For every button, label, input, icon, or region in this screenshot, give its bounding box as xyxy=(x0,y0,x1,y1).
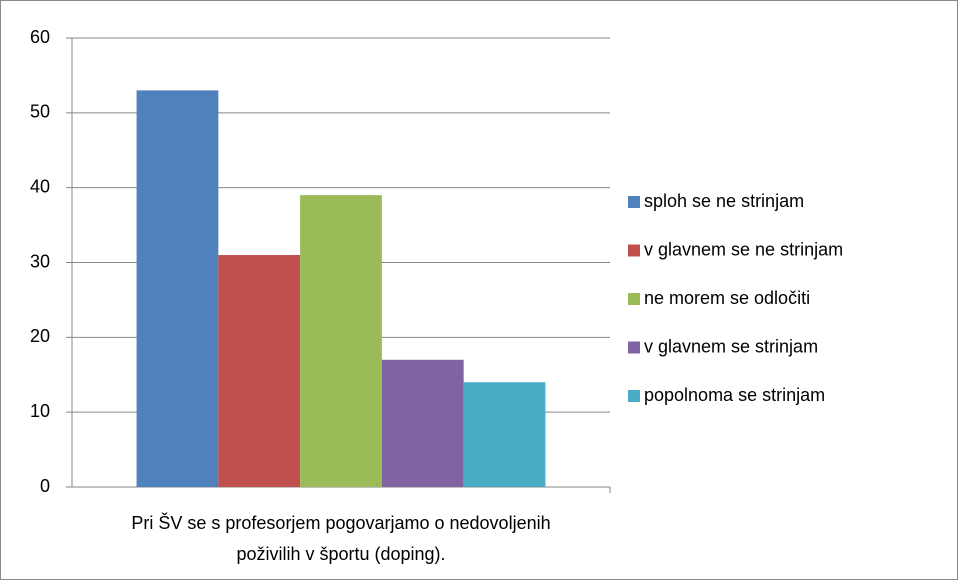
legend-label: sploh se ne strinjam xyxy=(644,191,804,211)
y-tick-label: 60 xyxy=(30,27,50,47)
y-tick-label: 0 xyxy=(40,476,50,496)
y-tick-label: 20 xyxy=(30,326,50,346)
y-tick-label: 40 xyxy=(30,176,50,196)
bar xyxy=(463,382,546,487)
x-tick-label: Pri ŠV se s profesorjem pogovarjamo o ne… xyxy=(131,513,551,564)
legend-label: popolnoma se strinjam xyxy=(644,385,825,405)
legend-swatch xyxy=(628,293,640,305)
legend-swatch xyxy=(628,244,640,257)
bar xyxy=(218,255,301,487)
bar xyxy=(300,195,382,487)
legend-label: v glavnem se ne strinjam xyxy=(644,239,843,259)
y-tick-label: 30 xyxy=(30,251,50,271)
bar xyxy=(381,359,464,487)
legend-swatch xyxy=(628,196,640,208)
legend-swatch xyxy=(628,341,640,354)
y-tick-label: 50 xyxy=(30,102,50,122)
y-tick-label: 10 xyxy=(30,401,50,421)
bar xyxy=(136,90,219,487)
legend-swatch xyxy=(628,390,640,402)
legend-label: v glavnem se strinjam xyxy=(644,336,818,356)
legend-label: ne morem se odločiti xyxy=(644,288,810,308)
